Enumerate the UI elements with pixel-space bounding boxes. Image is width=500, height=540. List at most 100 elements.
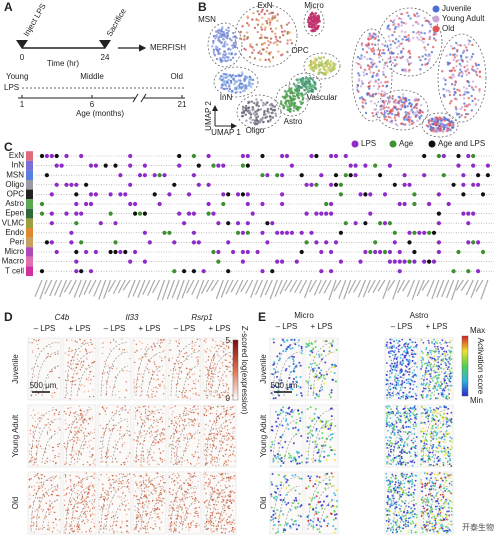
expression-dot [218,450,221,453]
expression-dot [152,444,154,447]
expression-dot [29,494,31,496]
gene-name-placeholder [250,279,259,298]
expression-dot [141,506,143,509]
expression-dot [213,530,215,532]
gene-name-placeholder [416,279,425,297]
expression-dot [228,480,230,482]
expression-dot [180,518,183,520]
expression-dot [86,446,89,449]
expression-dot [106,423,108,426]
umap-point [467,91,470,94]
dot [191,211,196,216]
expression-dot [67,427,70,429]
dot [461,182,466,187]
expression-dot [147,451,149,453]
umap-point [399,104,402,107]
expression-dot [63,494,65,497]
gene-name-placeholder [367,279,376,294]
expression-dot [110,491,113,493]
expression-dot [180,372,182,374]
expression-dot [190,418,192,421]
expression-dot [124,475,126,478]
gene-name-placeholder [68,279,77,295]
expression-dot [77,506,79,508]
umap-point [420,39,423,42]
expression-dot [114,440,116,442]
expression-dot [178,339,181,341]
expression-dot [155,497,158,500]
expression-dot [160,432,163,434]
umap-point [264,103,267,106]
expression-dot [163,497,165,500]
expression-dot [159,491,162,494]
expression-dot [230,500,233,502]
expression-dot [81,496,84,498]
expression-dot [70,380,72,383]
expression-dot [81,486,83,489]
expression-dot [175,462,177,465]
dot [226,269,231,274]
expression-dot [142,480,145,482]
panel-label: D [4,310,13,324]
gene-name-placeholder [171,279,180,299]
umap-point [431,122,434,125]
expression-dot [183,410,186,412]
expression-dot [71,368,73,371]
expression-dot [172,507,174,510]
umap-point [405,113,408,116]
expression-dot [157,441,160,443]
umap-point [315,21,318,24]
dot [422,153,427,159]
activation-dot [281,338,284,341]
dot [329,269,334,274]
expression-dot [42,483,45,486]
expression-dot [210,511,212,514]
expression-dot [52,421,54,424]
dot [88,163,94,168]
expression-dot [31,368,33,370]
expression-dot [80,453,83,456]
expression-dot [136,435,139,438]
umap-point [225,28,228,32]
expression-dot [64,396,66,399]
umap-point [234,40,237,44]
expression-dot [174,475,176,477]
expression-dot [70,367,72,369]
expression-dot [189,496,191,498]
expression-dot [175,426,178,428]
expression-dot [230,435,232,438]
umap-point [313,82,316,85]
expression-dot [217,523,219,525]
dot [314,153,319,159]
umap-point [460,74,464,78]
activation-dot [284,350,287,353]
gene-name-placeholder [382,279,391,300]
expression-dot [88,484,91,486]
expression-dot [222,495,224,497]
umap-point [257,104,260,108]
umap-point [387,35,390,38]
expression-dot [206,462,208,465]
expression-dot [162,350,164,353]
gene-name-placeholder [294,279,303,293]
expression-dot [141,434,143,437]
expression-dot [177,487,179,489]
expression-dot [49,346,52,348]
expression-dot [54,456,56,459]
expression-dot [162,474,164,477]
umap-point [314,87,318,91]
expression-dot [155,442,157,444]
expression-dot [153,419,155,422]
expression-dot [127,411,129,414]
expression-dot [155,499,157,501]
umap-point [224,76,228,79]
expression-dot [92,395,95,398]
gene-name-placeholder [44,279,53,295]
expression-dot [50,437,52,439]
umap-point [403,35,406,38]
activation-dot [292,356,295,359]
expression-dot [52,460,54,463]
expression-dot [197,516,200,518]
expression-dot [160,339,162,342]
umap-point [386,80,389,84]
